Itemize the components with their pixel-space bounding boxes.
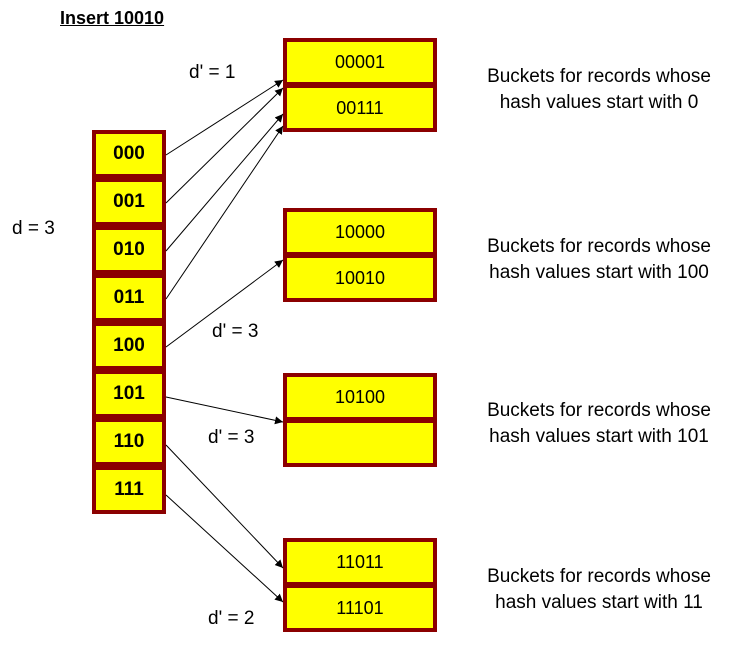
local-depth-label: d' = 3 (208, 427, 255, 448)
arrow-110 (165, 444, 284, 569)
bucket-record: 10100 (287, 377, 433, 417)
arrow-011 (165, 125, 284, 300)
directory-entry-001: 001 (96, 182, 162, 222)
bucket-description: Buckets for records whose hash values sta… (487, 400, 711, 447)
arrow-001 (165, 87, 284, 204)
bucket-0: 00001 00111 (283, 38, 437, 132)
local-depth-label: d' = 1 (189, 62, 236, 83)
local-depth-label: d' = 2 (208, 608, 255, 629)
arrow-111 (165, 494, 284, 603)
bucket-record: 00001 (287, 42, 433, 82)
bucket-record-empty (287, 423, 433, 463)
directory: 000 001 010 011 100 101 110 111 (92, 130, 166, 514)
bucket-100: 10000 10010 (283, 208, 437, 302)
bucket-101: 10100 (283, 373, 437, 467)
bucket-description: Buckets for records whose hash values sta… (487, 66, 711, 113)
directory-entry-000: 000 (96, 134, 162, 174)
directory-entry-011: 011 (96, 278, 162, 318)
directory-entry-111: 111 (96, 470, 162, 510)
bucket-record: 00111 (287, 88, 433, 128)
bucket-record: 11011 (287, 542, 433, 582)
bucket-description: Buckets for records whose hash values sta… (487, 236, 711, 283)
directory-entry-110: 110 (96, 422, 162, 462)
bucket-description: Buckets for records whose hash values sta… (487, 566, 711, 613)
directory-entry-100: 100 (96, 326, 162, 366)
diagram-title: Insert 10010 (60, 8, 165, 28)
global-depth-label: d = 3 (12, 218, 55, 239)
directory-entry-010: 010 (96, 230, 162, 270)
arrow-101 (165, 396, 284, 425)
bucket-record: 10000 (287, 212, 433, 252)
directory-entry-101: 101 (96, 374, 162, 414)
bucket-record: 10010 (287, 258, 433, 298)
bucket-11: 11011 11101 (283, 538, 437, 632)
arrow-000 (165, 79, 284, 156)
bucket-record: 11101 (287, 588, 433, 628)
local-depth-label: d' = 3 (212, 321, 259, 342)
arrow-010 (165, 113, 284, 252)
arrow-100 (165, 259, 284, 348)
